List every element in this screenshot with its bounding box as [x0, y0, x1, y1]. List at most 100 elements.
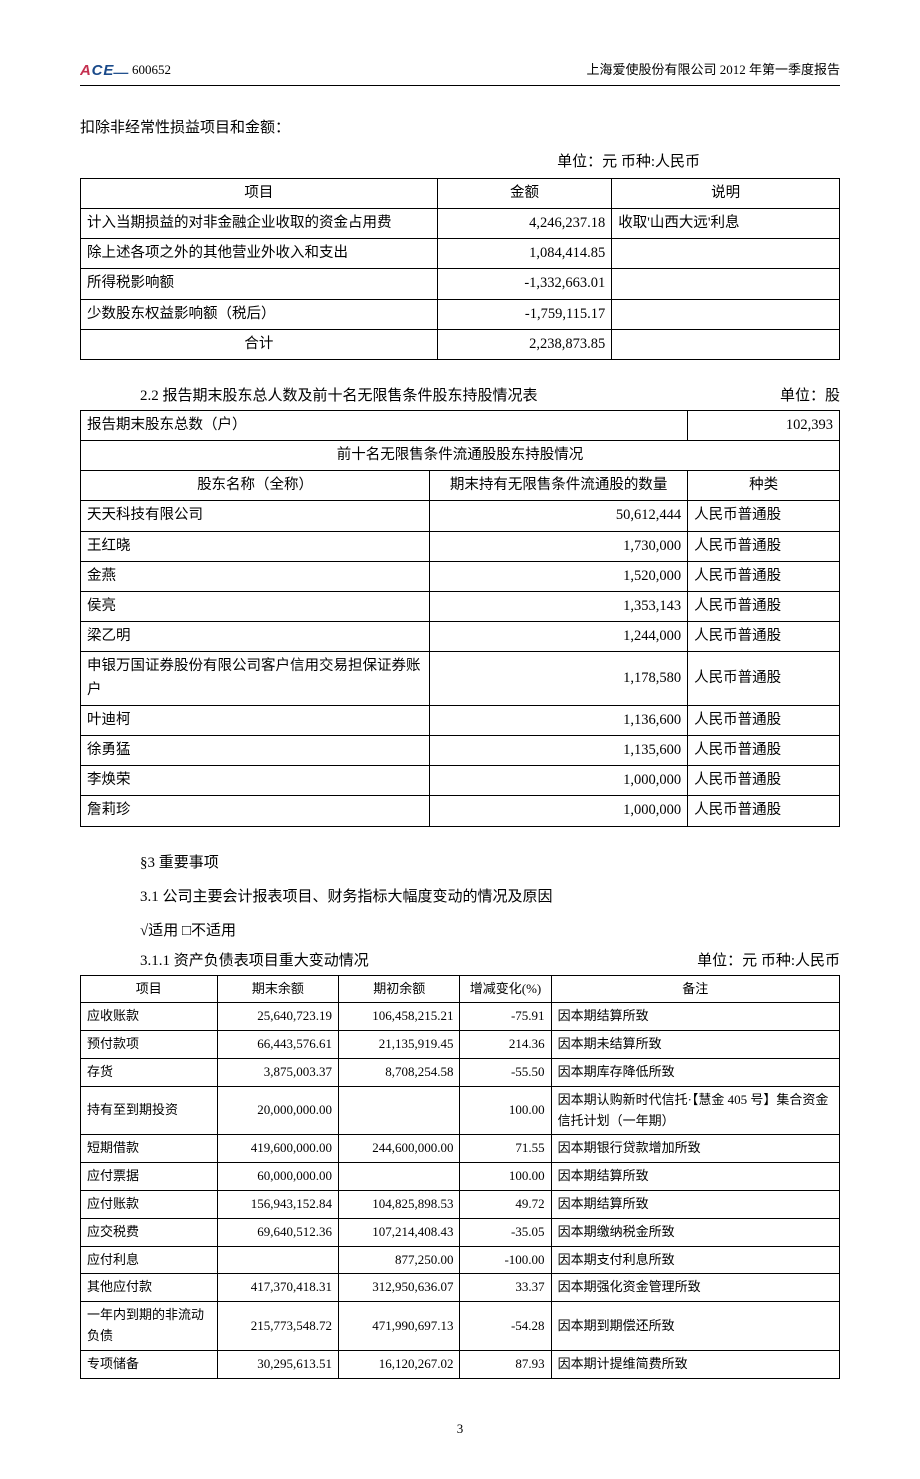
table-cell: 因本期结算所致	[551, 1003, 839, 1031]
table-cell: 100.00	[460, 1163, 551, 1191]
table-cell: 人民币普通股	[688, 735, 840, 765]
balance-sheet-changes-table: 项目期末余额期初余额增减变化(%)备注应收账款25,640,723.19106,…	[80, 975, 840, 1379]
table-cell	[612, 269, 840, 299]
table-cell: 叶迪柯	[81, 705, 430, 735]
table-cell: 因本期缴纳税金所致	[551, 1218, 839, 1246]
table-cell: 20,000,000.00	[217, 1086, 338, 1135]
table-cell: 天天科技有限公司	[81, 501, 430, 531]
svg-text:A: A	[80, 62, 91, 79]
table-header-cell: 种类	[688, 471, 840, 501]
table-cell: 梁乙明	[81, 622, 430, 652]
table-cell: 69,640,512.36	[217, 1218, 338, 1246]
table-cell: 人民币普通股	[688, 766, 840, 796]
table-cell: 因本期银行贷款增加所致	[551, 1135, 839, 1163]
table-cell: 申银万国证券股份有限公司客户信用交易担保证券账户	[81, 652, 430, 705]
table-cell: 徐勇猛	[81, 735, 430, 765]
table-cell: 人民币普通股	[688, 531, 840, 561]
table-cell: 所得税影响额	[81, 269, 438, 299]
shareholders-table: 报告期末股东总数（户）102,393前十名无限售条件流通股股东持股情况股东名称（…	[80, 410, 840, 827]
table-header-cell: 期末持有无限售条件流通股的数量	[430, 471, 688, 501]
table-cell: 因本期强化资金管理所致	[551, 1274, 839, 1302]
table-cell: 一年内到期的非流动负债	[81, 1302, 218, 1351]
table-cell: 预付款项	[81, 1031, 218, 1059]
table-cell: 471,990,697.13	[339, 1302, 460, 1351]
table-cell: 60,000,000.00	[217, 1163, 338, 1191]
table-cell	[612, 299, 840, 329]
table-cell: 156,943,152.84	[217, 1190, 338, 1218]
table-cell: 107,214,408.43	[339, 1218, 460, 1246]
page-header: A C E 600652 上海爱使股份有限公司 2012 年第一季度报告	[80, 60, 840, 86]
table-cell: 应交税费	[81, 1218, 218, 1246]
table-cell: 25,640,723.19	[217, 1003, 338, 1031]
table-cell: 詹莉珍	[81, 796, 430, 826]
table-cell: 419,600,000.00	[217, 1135, 338, 1163]
table-header-cell: 项目	[81, 178, 438, 208]
table-cell: 87.93	[460, 1350, 551, 1378]
table-cell: 专项储备	[81, 1350, 218, 1378]
table-cell: 人民币普通股	[688, 652, 840, 705]
table-cell: 王红晓	[81, 531, 430, 561]
table-cell: 33.37	[460, 1274, 551, 1302]
total-shareholders-value: 102,393	[688, 410, 840, 440]
table-header-cell: 股东名称（全称）	[81, 471, 430, 501]
table-cell: -35.05	[460, 1218, 551, 1246]
table-cell: 1,000,000	[430, 766, 688, 796]
table-cell: 214.36	[460, 1031, 551, 1059]
table-cell: 50,612,444	[430, 501, 688, 531]
table-cell: 因本期结算所致	[551, 1163, 839, 1191]
table-cell: 李焕荣	[81, 766, 430, 796]
table-cell: 1,135,600	[430, 735, 688, 765]
table-cell: 人民币普通股	[688, 705, 840, 735]
table-cell	[339, 1086, 460, 1135]
table-cell: 3,875,003.37	[217, 1058, 338, 1086]
page-number: 3	[80, 1419, 840, 1440]
table-cell: 1,178,580	[430, 652, 688, 705]
table-cell: 1,353,143	[430, 592, 688, 622]
table-header-cell: 项目	[81, 975, 218, 1003]
table-cell: 计入当期损益的对非金融企业收取的资金占用费	[81, 208, 438, 238]
table-cell: 104,825,898.53	[339, 1190, 460, 1218]
table-cell: 71.55	[460, 1135, 551, 1163]
table-cell: 存货	[81, 1058, 218, 1086]
total-shareholders-label: 报告期末股东总数（户）	[81, 410, 688, 440]
table-cell: 应付利息	[81, 1246, 218, 1274]
table-cell: 1,000,000	[430, 796, 688, 826]
section-2-2-unit: 单位：股	[780, 384, 840, 408]
table-cell: 因本期结算所致	[551, 1190, 839, 1218]
table-cell: -1,759,115.17	[437, 299, 612, 329]
table-cell	[217, 1246, 338, 1274]
table-cell: 16,120,267.02	[339, 1350, 460, 1378]
table-cell: 因本期未结算所致	[551, 1031, 839, 1059]
table1-wrap: 项目金额说明计入当期损益的对非金融企业收取的资金占用费4,246,237.18收…	[80, 178, 840, 360]
table-cell: 312,950,636.07	[339, 1274, 460, 1302]
table-cell: 100.00	[460, 1086, 551, 1135]
table-cell: 4,246,237.18	[437, 208, 612, 238]
table-cell	[612, 329, 840, 359]
table-header-cell: 期末余额	[217, 975, 338, 1003]
table-cell: 应付账款	[81, 1190, 218, 1218]
table-cell: 244,600,000.00	[339, 1135, 460, 1163]
section-3-1-1-heading: 3.1.1 资产负债表项目重大变动情况	[140, 949, 369, 973]
intro-text: 扣除非经常性损益项目和金额：	[80, 116, 840, 140]
table-cell: 其他应付款	[81, 1274, 218, 1302]
table-cell: 66,443,576.61	[217, 1031, 338, 1059]
table-cell: 人民币普通股	[688, 501, 840, 531]
svg-text:C: C	[92, 62, 104, 79]
table-cell: 合计	[81, 329, 438, 359]
svg-text:E: E	[103, 62, 114, 79]
table1-unit: 单位：元 币种:人民币	[557, 154, 700, 170]
logo-group: A C E 600652	[80, 60, 171, 81]
table-cell: 215,773,548.72	[217, 1302, 338, 1351]
table-header-cell: 增减变化(%)	[460, 975, 551, 1003]
table-cell: 因本期库存降低所致	[551, 1058, 839, 1086]
table3-wrap: 项目期末余额期初余额增减变化(%)备注应收账款25,640,723.19106,…	[80, 975, 840, 1379]
table-cell: 因本期计提维简费所致	[551, 1350, 839, 1378]
table-cell: 少数股东权益影响额（税后）	[81, 299, 438, 329]
section-2-2-heading: 2.2 报告期末股东总人数及前十名无限售条件股东持股情况表	[140, 384, 538, 408]
section-3-1-1-unit: 单位：元 币种:人民币	[697, 949, 840, 973]
report-title: 上海爱使股份有限公司 2012 年第一季度报告	[586, 60, 840, 81]
table-cell: 21,135,919.45	[339, 1031, 460, 1059]
table-cell: 877,250.00	[339, 1246, 460, 1274]
table-cell: 1,730,000	[430, 531, 688, 561]
section-3-1-heading: 3.1 公司主要会计报表项目、财务指标大幅度变动的情况及原因	[140, 885, 840, 909]
